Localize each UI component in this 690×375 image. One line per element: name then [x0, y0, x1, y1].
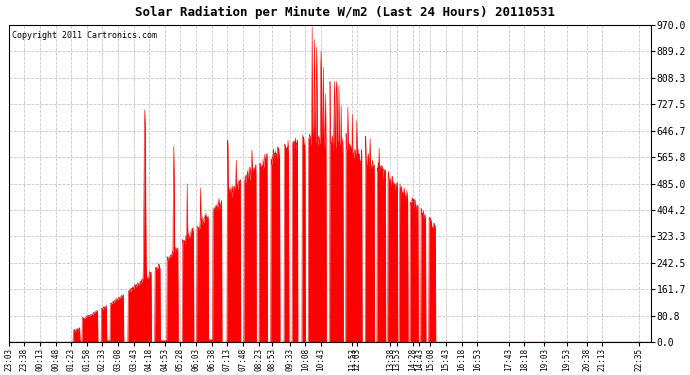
Text: Solar Radiation per Minute W/m2 (Last 24 Hours) 20110531: Solar Radiation per Minute W/m2 (Last 24…	[135, 6, 555, 19]
Text: Copyright 2011 Cartronics.com: Copyright 2011 Cartronics.com	[12, 32, 157, 40]
